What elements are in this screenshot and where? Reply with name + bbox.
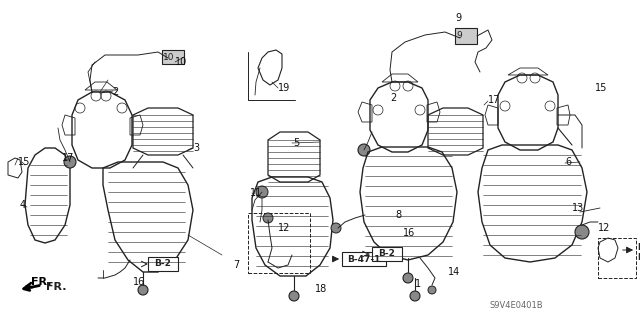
Text: 18: 18 [315,284,327,294]
Text: 12: 12 [278,223,291,233]
Text: 4: 4 [20,200,26,210]
Circle shape [331,223,341,233]
Circle shape [428,286,436,294]
Text: 10: 10 [163,53,175,62]
Text: 19: 19 [278,83,291,93]
Bar [455,28,477,44]
Circle shape [138,285,148,295]
Text: 1: 1 [415,279,421,289]
Text: B-2: B-2 [379,249,396,258]
Circle shape [263,213,273,223]
Circle shape [256,186,268,198]
Text: 17: 17 [62,153,74,163]
Text: 14: 14 [448,267,460,277]
Text: 3: 3 [193,143,199,153]
Text: 2: 2 [390,93,396,103]
Text: B-2: B-2 [155,259,172,269]
Circle shape [64,156,76,168]
Text: 6: 6 [565,157,571,167]
Text: 9: 9 [455,13,461,23]
Bar [148,257,178,271]
Text: 15: 15 [18,157,30,167]
Bar [342,252,386,266]
Text: 17: 17 [488,95,500,105]
Text: 8: 8 [395,210,401,220]
Bar [598,238,636,278]
Text: 16: 16 [133,277,145,287]
Text: 12: 12 [598,223,611,233]
Text: 9: 9 [456,32,461,41]
Circle shape [289,291,299,301]
Bar [162,50,184,64]
Circle shape [410,291,420,301]
Text: 5: 5 [293,138,300,148]
Circle shape [358,144,370,156]
Text: 7: 7 [233,260,239,270]
Text: 13: 13 [572,203,584,213]
Bar [248,213,310,273]
Text: FR.: FR. [46,282,67,292]
Text: B-47-1: B-47-1 [348,255,381,263]
Text: S9V4E0401B: S9V4E0401B [490,300,543,309]
Circle shape [575,225,589,239]
Text: B-47-2: B-47-2 [637,254,640,263]
Text: 10: 10 [175,57,188,67]
Circle shape [403,273,413,283]
Text: 16: 16 [403,228,415,238]
Text: 2: 2 [112,87,118,97]
Text: B-47-1: B-47-1 [637,243,640,253]
Text: 15: 15 [595,83,607,93]
Text: FR.: FR. [26,277,52,287]
Bar [372,247,402,261]
Text: 11: 11 [250,188,262,198]
